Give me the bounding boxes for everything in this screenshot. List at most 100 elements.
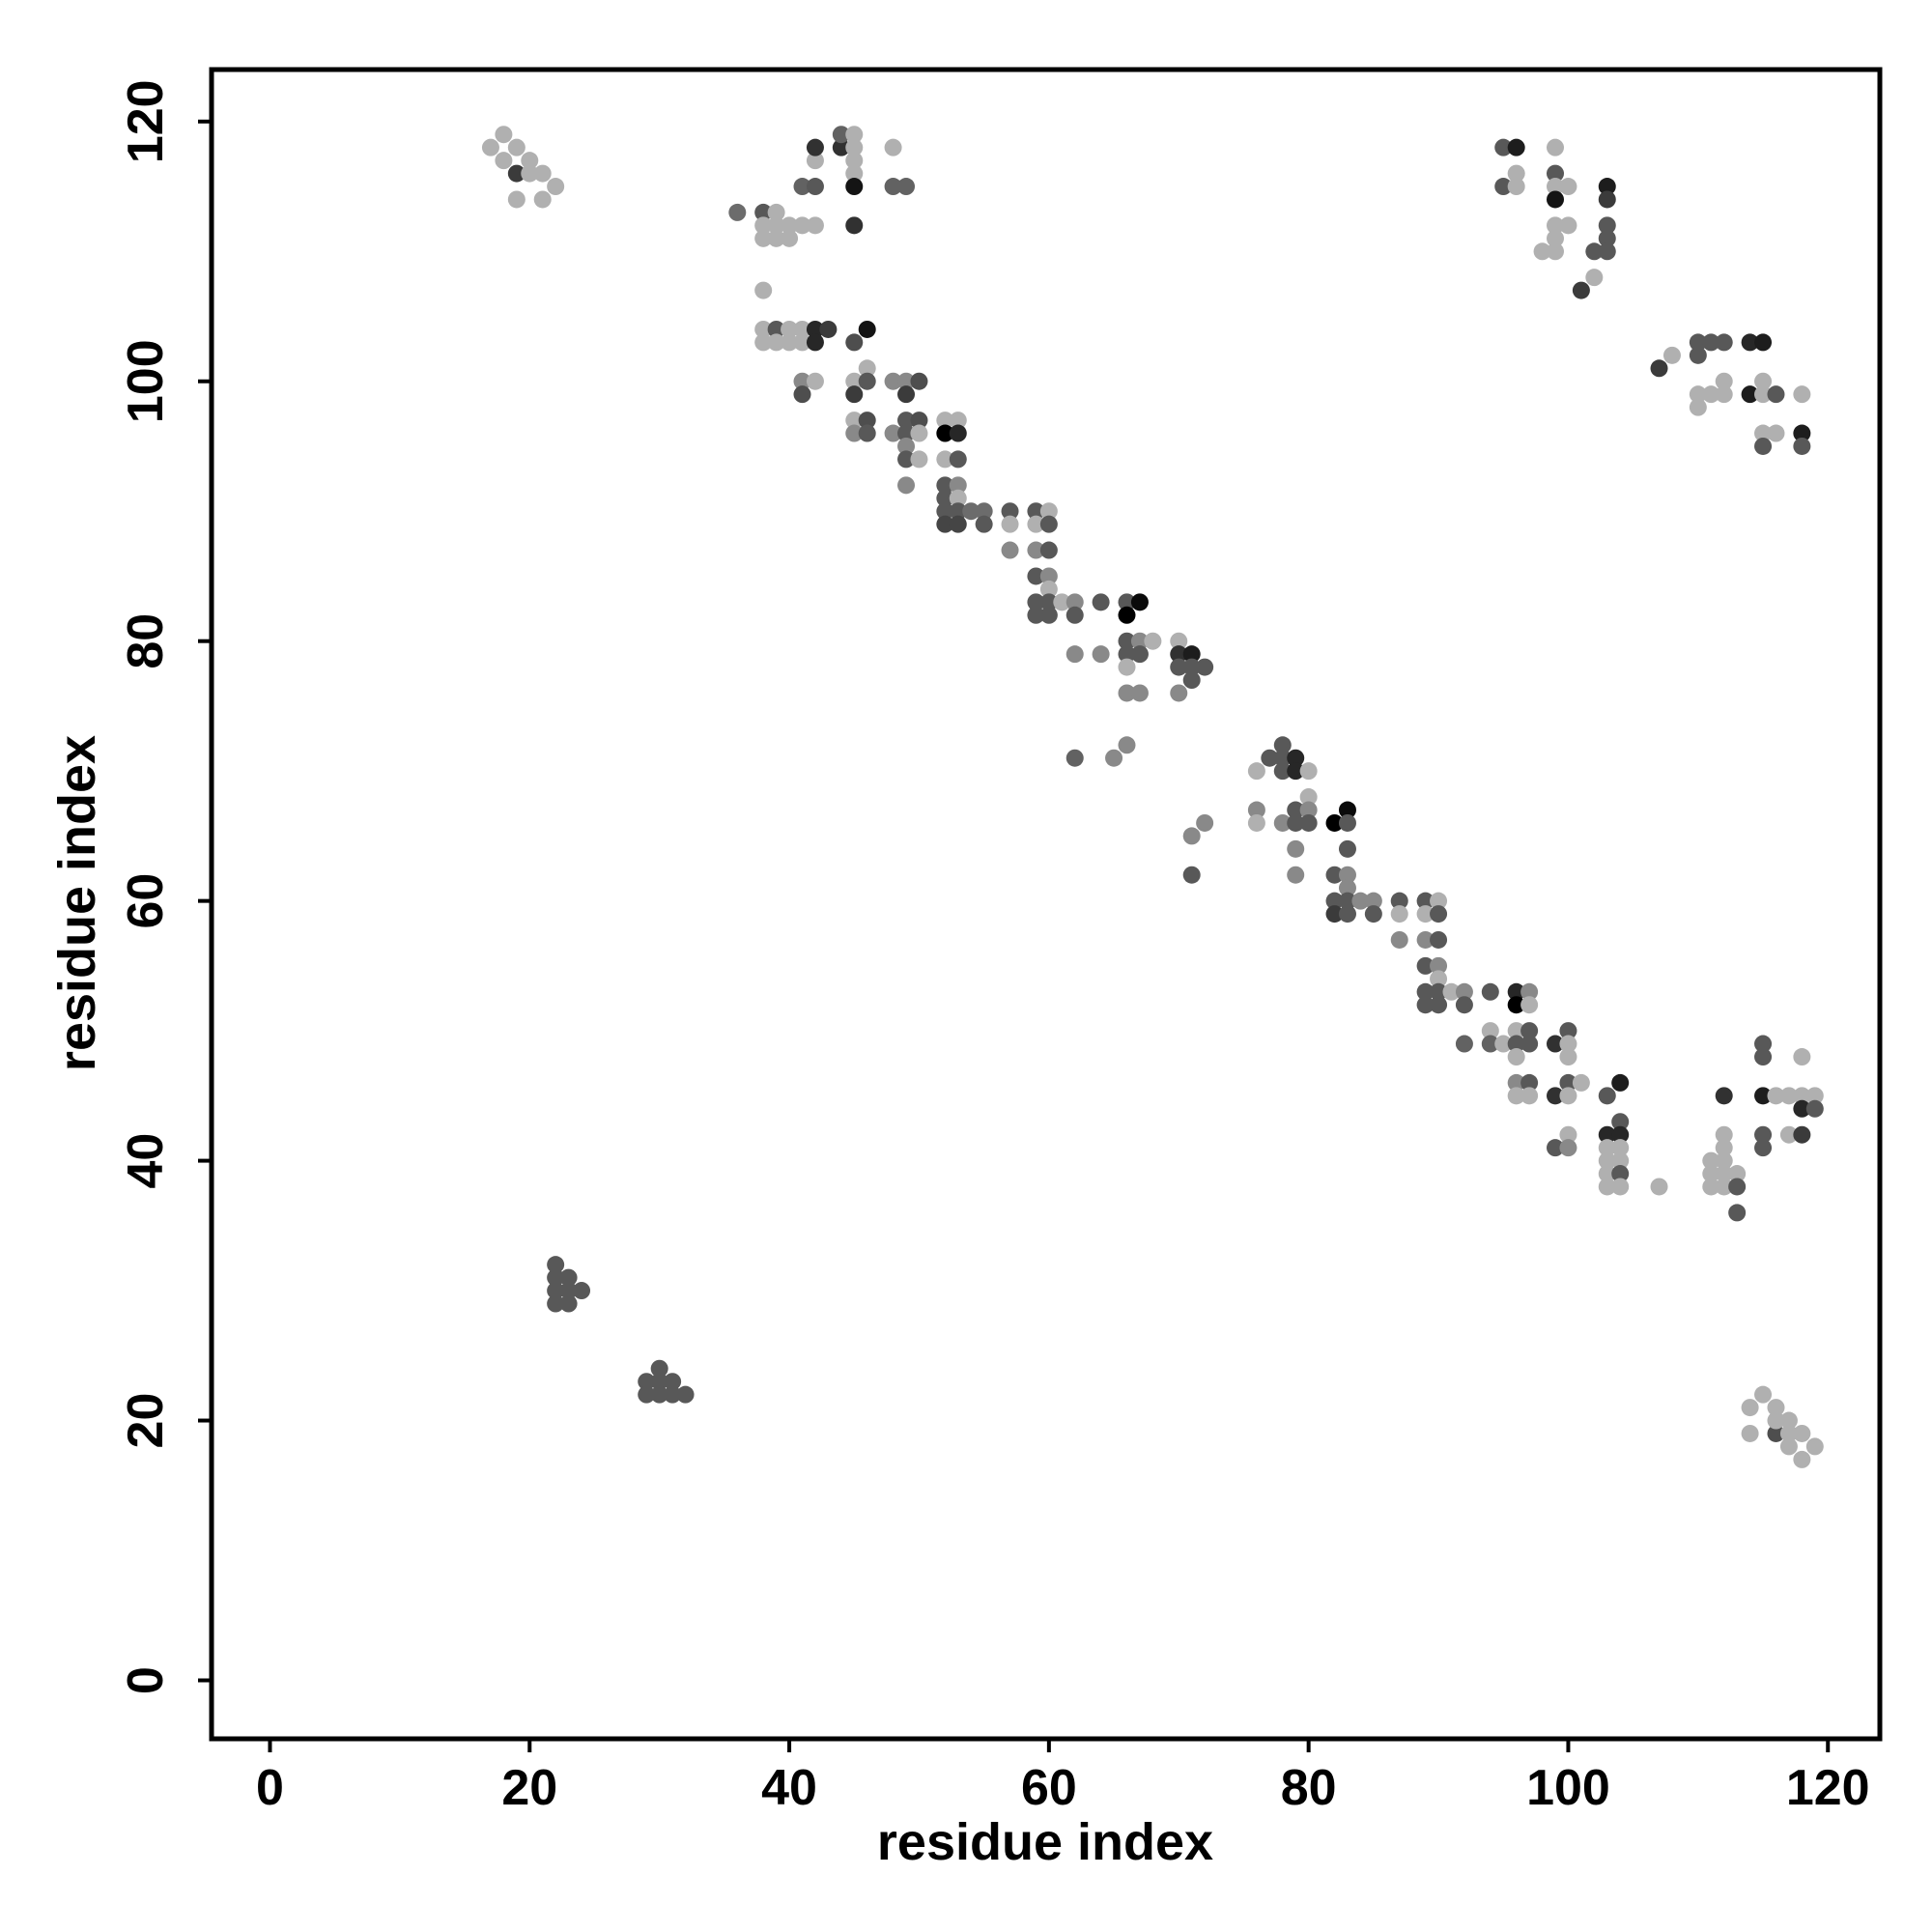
contact-point <box>1481 1035 1499 1053</box>
contact-point <box>1390 892 1408 910</box>
contact-point <box>1598 1125 1616 1144</box>
contact-point <box>1170 658 1188 676</box>
contact-point <box>559 1268 578 1287</box>
contact-point <box>1728 1204 1747 1222</box>
contact-point <box>1779 1424 1798 1442</box>
contact-point <box>1416 905 1435 923</box>
contact-point <box>897 178 916 196</box>
contact-point <box>897 450 916 469</box>
contact-point <box>1689 398 1707 416</box>
contact-point <box>845 126 864 144</box>
contact-point <box>1325 905 1344 923</box>
contact-point <box>949 515 967 533</box>
contact-point <box>1559 1035 1577 1053</box>
contact-point <box>1338 866 1356 884</box>
contact-point <box>1507 1087 1525 1105</box>
contact-point <box>1779 1411 1798 1430</box>
contact-point <box>1507 982 1525 1001</box>
contact-point <box>949 424 967 442</box>
contact-point <box>1547 190 1565 209</box>
contact-point <box>1338 892 1356 910</box>
contact-point <box>1662 346 1681 364</box>
contact-point <box>845 372 864 390</box>
contact-point <box>1455 982 1473 1001</box>
contact-point <box>676 1385 695 1404</box>
x-axis-title: residue index <box>877 1813 1213 1871</box>
contact-point <box>1611 1125 1630 1144</box>
contact-point <box>884 138 902 156</box>
contact-point <box>793 178 811 196</box>
contact-point <box>1494 178 1513 196</box>
contact-point <box>1338 813 1356 832</box>
contact-point <box>1001 541 1019 559</box>
contact-point <box>1507 1073 1525 1092</box>
contact-point <box>1507 164 1525 183</box>
contact-point <box>1547 1035 1565 1053</box>
contact-point <box>1416 892 1435 910</box>
contact-point <box>547 1282 565 1300</box>
contact-point <box>1299 762 1318 781</box>
contact-point <box>1779 1437 1798 1456</box>
contact-point <box>781 229 799 247</box>
contact-point <box>936 489 954 507</box>
contact-point <box>664 1385 682 1404</box>
contact-point <box>1793 385 1811 404</box>
contact-point <box>507 190 526 209</box>
contact-point <box>1793 1450 1811 1468</box>
contact-point <box>495 126 513 144</box>
contact-point <box>1767 385 1785 404</box>
contact-point <box>897 412 916 430</box>
contact-point <box>1494 138 1513 156</box>
contact-point <box>897 476 916 495</box>
contact-point <box>1105 749 1123 767</box>
contact-point <box>1520 982 1539 1001</box>
contact-point <box>1430 930 1448 949</box>
contact-point <box>1702 1151 1720 1170</box>
contact-point <box>1754 1385 1773 1404</box>
contact-point <box>754 203 773 221</box>
contact-point <box>1287 813 1305 832</box>
contact-point <box>1118 632 1136 650</box>
contact-point <box>650 1359 668 1378</box>
contact-point <box>533 190 552 209</box>
contact-point <box>521 164 539 183</box>
contact-point <box>910 412 928 430</box>
contact-point <box>1416 930 1435 949</box>
contact-point <box>1261 749 1279 767</box>
contact-point <box>1741 333 1759 352</box>
contact-point <box>754 333 773 352</box>
contact-point <box>1598 229 1616 247</box>
contact-point <box>1338 801 1356 819</box>
contact-point <box>1430 996 1448 1014</box>
contact-point <box>1779 1125 1798 1144</box>
contact-point <box>1598 1165 1616 1183</box>
contact-point <box>936 412 954 430</box>
contact-point <box>1118 593 1136 611</box>
contact-point <box>754 229 773 247</box>
contact-point <box>897 437 916 455</box>
contact-point <box>936 476 954 495</box>
contact-point <box>1299 788 1318 807</box>
contact-point <box>1039 567 1058 585</box>
contact-point <box>1547 229 1565 247</box>
contact-point <box>1338 905 1356 923</box>
contact-point <box>1741 1399 1759 1417</box>
contact-point <box>1170 632 1188 650</box>
contact-point <box>1598 1139 1616 1157</box>
contact-point <box>1455 1035 1473 1053</box>
contact-point <box>1364 892 1382 910</box>
contact-point <box>1793 1087 1811 1105</box>
contact-point <box>1039 606 1058 624</box>
contact-point <box>936 502 954 521</box>
contact-point <box>1247 801 1265 819</box>
contact-point <box>1547 1087 1565 1105</box>
plot-frame <box>209 67 1883 1742</box>
contact-point <box>1027 541 1045 559</box>
contact-point <box>1325 813 1344 832</box>
contact-point <box>1182 658 1201 676</box>
contact-point <box>793 320 811 338</box>
x-tick-label: 0 <box>256 1760 284 1816</box>
contact-point <box>1793 424 1811 442</box>
contact-point <box>1130 632 1149 650</box>
contact-point <box>1001 502 1019 521</box>
